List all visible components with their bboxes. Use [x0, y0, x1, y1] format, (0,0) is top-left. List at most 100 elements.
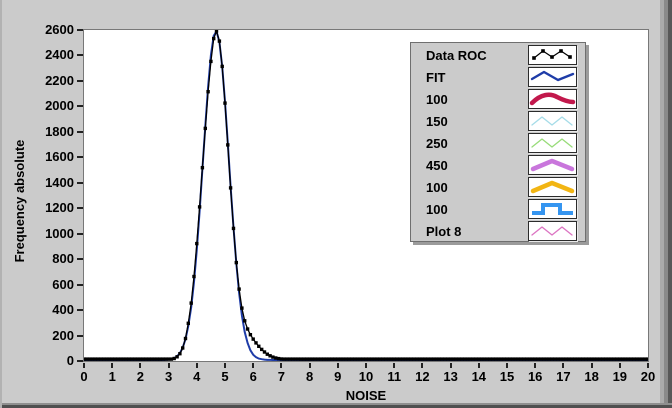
data-marker: [502, 357, 506, 361]
data-marker: [604, 357, 608, 361]
data-marker: [440, 357, 444, 361]
x-tick-mark: [590, 363, 593, 368]
data-marker: [240, 306, 244, 310]
x-tick-label: 15: [499, 369, 515, 384]
data-marker: [468, 357, 472, 361]
data-marker: [434, 357, 439, 361]
data-marker: [618, 357, 622, 361]
data-marker: [573, 357, 577, 361]
data-marker: [353, 357, 357, 361]
data-marker: [465, 357, 470, 361]
data-marker: [237, 287, 241, 291]
legend-item-label: FIT: [426, 69, 446, 85]
legend-item-5[interactable]: 450: [411, 154, 585, 176]
y-tick-label: 1600: [45, 149, 74, 165]
data-marker: [172, 356, 176, 361]
x-tick-label: 13: [443, 369, 458, 384]
data-marker: [296, 357, 300, 361]
data-marker: [471, 357, 475, 361]
data-marker: [141, 357, 145, 361]
legend-line-style-icon[interactable]: [528, 221, 577, 241]
x-tick-label: 1: [108, 369, 116, 384]
legend-line-style-icon[interactable]: [528, 111, 577, 131]
x-tick-mark: [111, 363, 114, 368]
data-marker: [257, 344, 261, 348]
data-marker: [285, 357, 289, 361]
data-marker: [307, 357, 312, 361]
data-marker: [479, 357, 484, 361]
legend-line-style-icon[interactable]: [528, 89, 577, 109]
data-marker: [347, 357, 351, 361]
data-marker: [510, 357, 515, 361]
x-tick-label: 14: [471, 369, 487, 384]
legend-item-1[interactable]: FIT: [411, 66, 585, 88]
legend-item-0[interactable]: Data ROC: [411, 44, 585, 66]
data-marker: [155, 357, 159, 361]
legend-item-label: 250: [426, 135, 448, 151]
data-marker: [488, 357, 492, 361]
data-marker: [124, 357, 128, 361]
data-marker: [646, 357, 648, 361]
data-marker: [138, 357, 143, 361]
data-marker: [248, 333, 253, 337]
legend[interactable]: Data ROC FIT 100 150 250 450 100 100 Plot 8: [410, 42, 586, 242]
data-marker: [197, 205, 202, 209]
data-marker: [629, 357, 633, 361]
y-tick-mark: [77, 79, 83, 82]
legend-item-4[interactable]: 250: [411, 132, 585, 154]
data-marker: [127, 357, 131, 361]
data-marker: [364, 357, 368, 361]
data-marker: [589, 357, 594, 361]
y-tick-label: 1400: [45, 174, 74, 190]
data-marker: [355, 357, 360, 361]
x-tick-mark: [449, 363, 452, 368]
legend-item-6[interactable]: 100: [411, 176, 585, 198]
data-marker: [609, 357, 613, 361]
bevel-right-outer: [668, 0, 672, 408]
data-marker: [581, 357, 585, 361]
data-marker: [164, 357, 168, 361]
legend-line-style-icon[interactable]: [528, 199, 577, 219]
x-tick-mark: [421, 363, 424, 368]
x-tick-mark: [647, 363, 649, 368]
data-marker: [90, 357, 95, 361]
data-marker: [530, 357, 535, 361]
legend-item-2[interactable]: 100: [411, 88, 585, 110]
data-marker: [251, 337, 255, 341]
bevel-right-inner: [660, 0, 664, 408]
data-marker: [460, 357, 464, 361]
data-marker: [299, 357, 303, 361]
data-marker: [522, 357, 526, 361]
data-marker: [446, 357, 450, 361]
data-marker: [104, 357, 109, 361]
legend-item-7[interactable]: 100: [411, 198, 585, 220]
x-tick-label: 18: [584, 369, 599, 384]
legend-line-style-icon[interactable]: [528, 177, 577, 197]
data-marker: [516, 357, 520, 361]
data-marker: [116, 357, 120, 361]
y-tick-label: 1200: [45, 200, 74, 216]
data-marker: [598, 357, 602, 361]
x-tick-mark: [393, 363, 396, 368]
data-marker: [336, 357, 340, 361]
legend-line-style-icon[interactable]: [528, 67, 577, 87]
data-marker: [327, 357, 331, 361]
data-marker: [310, 357, 315, 361]
data-marker: [432, 357, 436, 361]
legend-item-3[interactable]: 150: [411, 110, 585, 132]
data-marker: [454, 357, 458, 361]
data-marker: [587, 357, 591, 361]
data-marker: [203, 126, 207, 131]
data-marker: [93, 357, 97, 361]
legend-line-style-icon[interactable]: [528, 133, 577, 153]
data-marker: [279, 357, 284, 361]
data-marker: [324, 357, 329, 361]
legend-line-style-icon[interactable]: [528, 155, 577, 175]
legend-line-style-icon[interactable]: [528, 45, 577, 65]
data-marker: [291, 357, 295, 361]
legend-item-8[interactable]: Plot 8: [411, 220, 585, 242]
x-tick-label: 7: [277, 369, 285, 384]
data-marker: [550, 357, 554, 361]
data-marker: [144, 357, 148, 361]
y-tick-mark: [77, 181, 83, 184]
